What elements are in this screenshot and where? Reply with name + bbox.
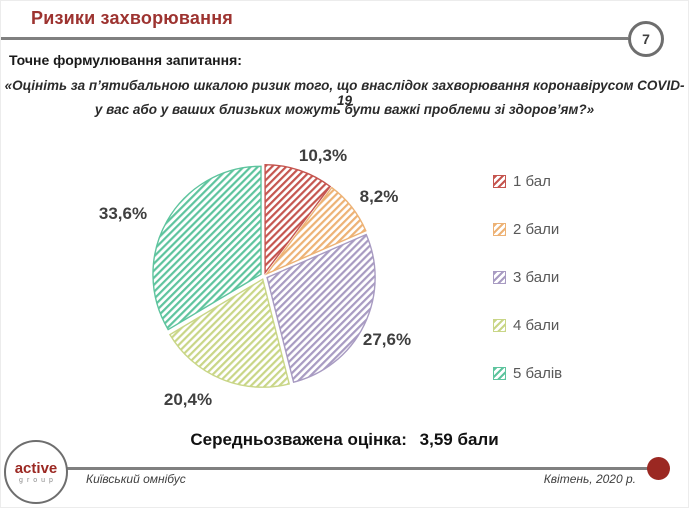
logo-text-active: active [14, 459, 58, 477]
question-quote-line2: у вас або у ваших близьких можуть бути в… [94, 102, 595, 117]
pie-slice-3 [266, 233, 376, 384]
average-score-value: 3,59 бали [419, 430, 499, 449]
average-score: Середньозважена оцінка: 3,59 бали [1, 430, 688, 450]
slide-number-text: 7 [642, 31, 650, 47]
project-name: Київський омнібус [86, 472, 186, 486]
footer-divider-line [67, 467, 649, 470]
legend-label: 1 бал [513, 173, 551, 190]
pie-value-label-3: 27,6% [362, 330, 412, 349]
legend-label: 2 бали [513, 221, 560, 238]
average-score-label: Середньозважена оцінка: [190, 430, 407, 449]
legend-swatch-icon [493, 319, 506, 332]
pie-slice-2 [264, 186, 367, 276]
chart-legend: 1 бал 2 бали 3 бали 4 бали 5 балів [493, 173, 562, 382]
pie-slice-1 [264, 163, 332, 275]
legend-label: 3 бали [513, 269, 560, 286]
legend-item-2: 2 бали [493, 221, 562, 238]
active-group-logo: active group [4, 440, 68, 504]
pie-value-label-5: 33,6% [98, 204, 148, 223]
legend-item-4: 4 бали [493, 317, 562, 334]
pie-value-label-2: 8,2% [359, 187, 399, 206]
pie-value-label-4: 20,4% [163, 390, 213, 409]
question-quote-line1: «Оцініть за п’ятибальною шкалою ризик то… [4, 78, 685, 108]
page-title: Ризики захворювання [31, 8, 233, 28]
header-divider-line [1, 37, 628, 40]
legend-swatch-icon [493, 271, 506, 284]
legend-label: 5 балів [513, 365, 563, 382]
footer-red-dot [647, 457, 670, 480]
legend-item-1: 1 бал [493, 173, 562, 190]
legend-item-3: 3 бали [493, 269, 562, 286]
pie-chart [152, 163, 376, 388]
legend-label: 4 бали [513, 317, 560, 334]
logo-text-group: group [19, 476, 57, 484]
legend-item-5: 5 балів [493, 365, 562, 382]
legend-swatch-icon [493, 367, 506, 380]
date-label: Квітень, 2020 р. [543, 472, 636, 486]
legend-swatch-icon [493, 175, 506, 188]
question-label: Точне формулювання запитання: [9, 52, 242, 68]
slide-number-badge: 7 [628, 21, 664, 57]
legend-swatch-icon [493, 223, 506, 236]
pie-slice-5 [152, 165, 262, 331]
pie-value-label-1: 10,3% [298, 146, 348, 165]
pie-slice-4 [168, 278, 291, 388]
